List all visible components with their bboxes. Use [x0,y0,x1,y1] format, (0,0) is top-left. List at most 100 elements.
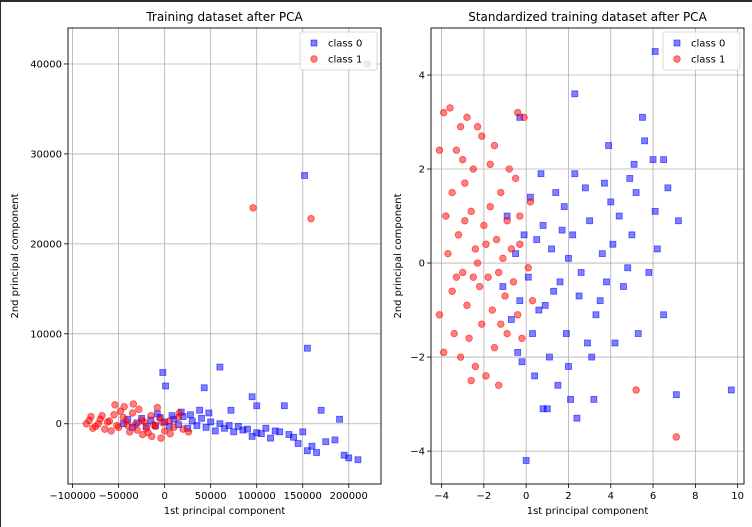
point-square [626,175,634,182]
point-circle [528,296,537,305]
point-square [499,283,507,290]
point-circle [486,202,494,211]
point-square [649,156,657,164]
point-square [205,409,213,417]
point-circle [94,420,103,428]
point-square [336,415,343,423]
point-square [596,297,604,305]
point-circle [469,273,477,281]
point-circle [463,113,471,122]
point-circle [463,301,471,310]
point-square [211,427,219,435]
legend-label: class 1 [328,55,362,66]
point-square [653,245,661,253]
point-circle [478,320,486,328]
point-circle [448,188,456,197]
point-square [601,179,608,187]
x-tick-label: −100000 [49,491,96,502]
point-square [632,189,640,196]
x-tick-label: −2 [476,491,491,502]
point-square [598,250,606,258]
point-circle [475,282,484,291]
point-square [216,363,224,371]
point-square [345,454,353,462]
point-square [159,369,167,376]
point-square [518,358,526,366]
point-square [556,278,564,286]
legend-marker-circle [310,55,318,63]
legend-label: class 1 [691,55,725,66]
point-square [577,269,585,276]
point-circle [461,217,469,225]
point-circle [446,104,454,112]
point-square [651,48,659,55]
point-square [586,217,594,225]
point-circle [170,423,178,432]
point-square [303,344,311,352]
left-window-edge [0,0,1,527]
point-square [514,348,522,356]
point-square [541,301,549,309]
point-circle [632,386,640,394]
point-square [548,245,555,253]
point-circle [148,432,156,441]
point-square [581,184,589,192]
point-square [634,330,642,337]
point-circle [128,409,137,417]
point-circle [159,419,167,427]
point-square [651,207,659,215]
point-circle [499,254,507,263]
point-circle [516,240,524,248]
point-circle [494,381,503,389]
point-square [280,402,288,410]
point-circle [149,420,158,429]
point-square [552,189,560,196]
point-circle [175,409,184,417]
point-square [550,287,558,295]
legend-label: class 0 [328,39,362,50]
point-circle [518,334,526,342]
point-square [603,278,610,286]
point-circle [439,348,448,357]
point-square [641,137,649,145]
point-square [560,203,568,211]
point-circle [153,403,161,412]
x-tick-label: −50000 [99,491,139,502]
point-circle [494,268,503,277]
legend-box [662,31,741,71]
point-circle [107,427,115,435]
point-circle [140,418,149,426]
point-circle [147,411,155,420]
point-circle [166,429,174,438]
point-square [299,428,307,436]
point-circle [516,212,524,220]
point-square [308,442,316,450]
y-tick-label: 2 [419,165,425,176]
legend-label: class 0 [691,39,725,50]
point-square [664,184,672,192]
point-square [672,391,680,399]
point-circle [129,400,138,408]
point-circle [490,141,499,150]
point-square [533,236,541,243]
y-tick-label: −2 [410,353,425,364]
point-square [558,226,566,234]
x-tick-label: 200000 [330,491,368,502]
point-circle [184,428,193,436]
point-square [207,418,215,426]
point-circle [505,165,513,173]
point-square [565,363,572,370]
point-square [607,198,615,206]
legend-marker-square [673,39,681,47]
point-circle [520,113,528,122]
point-circle [448,287,456,295]
point-square [571,90,579,98]
point-circle [138,430,147,439]
point-circle [467,376,475,385]
data-points [435,48,735,464]
point-circle [450,329,458,338]
point-circle [135,405,143,414]
point-square [262,424,270,432]
point-square [529,330,536,337]
point-square [516,297,524,305]
